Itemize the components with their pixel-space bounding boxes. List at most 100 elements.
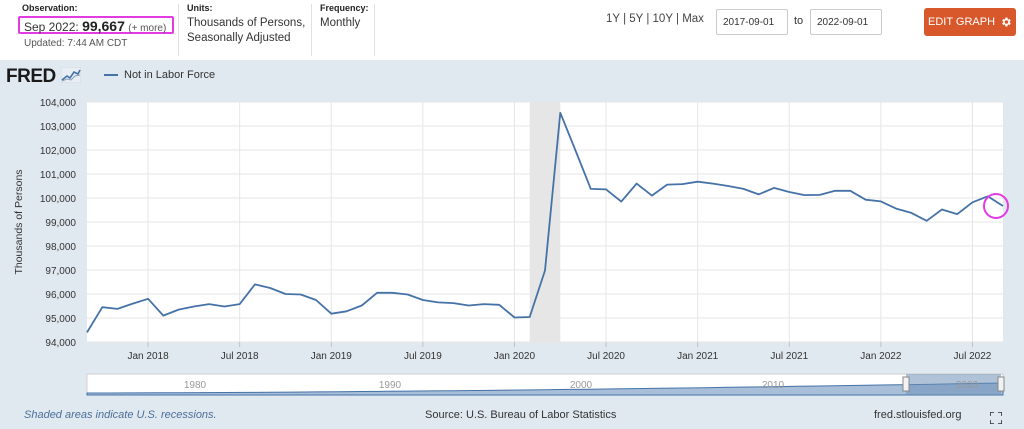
start-date-input[interactable] [716,9,788,35]
range-separator: | [646,13,650,25]
units-label: Units: [187,3,213,13]
data-point[interactable] [99,304,105,310]
data-point[interactable] [496,302,502,308]
data-point[interactable] [298,291,304,297]
data-point[interactable] [267,285,273,291]
x-tick-label: Jul 2019 [404,351,442,362]
data-point[interactable] [924,218,930,224]
data-point[interactable] [695,179,701,185]
edit-graph-button[interactable]: EDIT GRAPH [924,8,1016,36]
fred-url[interactable]: fred.stlouisfed.org [874,409,962,421]
data-point[interactable] [603,186,609,192]
data-point[interactable] [206,301,212,307]
data-point[interactable] [313,297,319,303]
observation-more-link[interactable]: (+ more) [128,23,167,34]
observation-date: Sep 2022: [24,20,79,34]
data-point[interactable] [176,307,182,313]
data-point[interactable] [542,267,548,273]
data-point[interactable] [878,198,884,204]
divider [178,4,179,56]
data-point[interactable] [328,311,334,317]
range-buttons: 1Y | 5Y | 10Y | Max [606,13,704,25]
range-10y-button[interactable]: 10Y [652,13,673,25]
data-point[interactable] [282,291,288,297]
data-point[interactable] [832,188,838,194]
data-point[interactable] [969,199,975,205]
chart-svg[interactable]: 94,000 95,000 96,000 97,000 98,000 99,000 100,… [0,60,1024,405]
y-tick-label: 103,000 [40,122,77,133]
data-point[interactable] [252,281,258,287]
data-point[interactable] [145,296,151,302]
data-point[interactable] [466,303,472,309]
data-point[interactable] [786,189,792,195]
data-point[interactable] [389,290,395,296]
data-point[interactable] [847,188,853,194]
data-point[interactable] [359,303,365,309]
data-point[interactable] [954,211,960,217]
data-point[interactable] [618,199,624,205]
navigator-label: 2020 [956,380,979,391]
fred-logo-text: FRED [6,66,56,87]
data-point[interactable] [481,301,487,307]
data-point[interactable] [634,181,640,187]
data-point[interactable] [679,181,685,187]
navigator-label: 2000 [570,380,593,391]
data-point[interactable] [420,297,426,303]
data-point[interactable] [771,185,777,191]
navigator-label: 1990 [379,380,402,391]
navigator-label: 1980 [184,380,207,391]
y-tick-label: 98,000 [45,242,76,253]
data-point[interactable] [649,193,655,199]
data-point[interactable] [527,314,533,320]
data-point[interactable] [557,110,563,116]
data-point[interactable] [115,306,121,312]
data-point[interactable] [130,301,136,307]
data-point[interactable] [740,186,746,192]
data-point[interactable] [344,308,350,314]
range-max-button[interactable]: Max [682,13,704,25]
data-point[interactable] [863,197,869,203]
x-tick-label: Jan 2019 [311,351,353,362]
data-point[interactable] [511,315,517,321]
range-1y-button[interactable]: 1Y [606,13,620,25]
data-point[interactable] [160,313,166,319]
data-point[interactable] [237,301,243,307]
divider [311,4,312,56]
fullscreen-icon[interactable] [990,412,1002,424]
navigator-handle-left[interactable] [902,376,910,392]
data-point[interactable] [450,300,456,306]
data-point[interactable] [191,303,197,309]
data-point[interactable] [435,299,441,305]
data-point[interactable] [725,183,731,189]
end-date-input[interactable] [810,9,882,35]
navigator-label: 2010 [762,380,785,391]
data-point[interactable] [939,207,945,213]
data-point[interactable] [802,192,808,198]
y-tick-label: 100,000 [40,194,77,205]
data-point[interactable] [588,186,594,192]
data-point[interactable] [1000,203,1006,209]
navigator-handle-right[interactable] [997,376,1005,392]
y-tick-label: 95,000 [45,314,76,325]
legend-swatch [104,74,118,76]
range-5y-button[interactable]: 5Y [629,13,644,25]
x-tick-label: Jul 2021 [770,351,808,362]
x-tick-label: Jan 2018 [127,351,169,362]
data-point[interactable] [84,329,90,335]
data-point[interactable] [893,206,899,212]
updated-time: Updated: 7:44 AM CDT [24,38,128,49]
data-point[interactable] [710,181,716,187]
data-point[interactable] [573,147,579,153]
data-point[interactable] [374,290,380,296]
source-text: Source: U.S. Bureau of Labor Statistics [425,409,617,421]
data-point[interactable] [817,192,823,198]
data-point[interactable] [664,182,670,188]
navigator-selection[interactable] [906,374,1001,395]
y-tick-label: 101,000 [40,170,77,181]
data-point[interactable] [756,191,762,197]
data-point[interactable] [908,210,914,216]
units-block: Units: Thousands of Persons, Seasonally … [187,3,305,46]
data-point[interactable] [221,303,227,309]
data-point[interactable] [405,291,411,297]
legend[interactable]: Not in Labor Force [104,69,215,81]
